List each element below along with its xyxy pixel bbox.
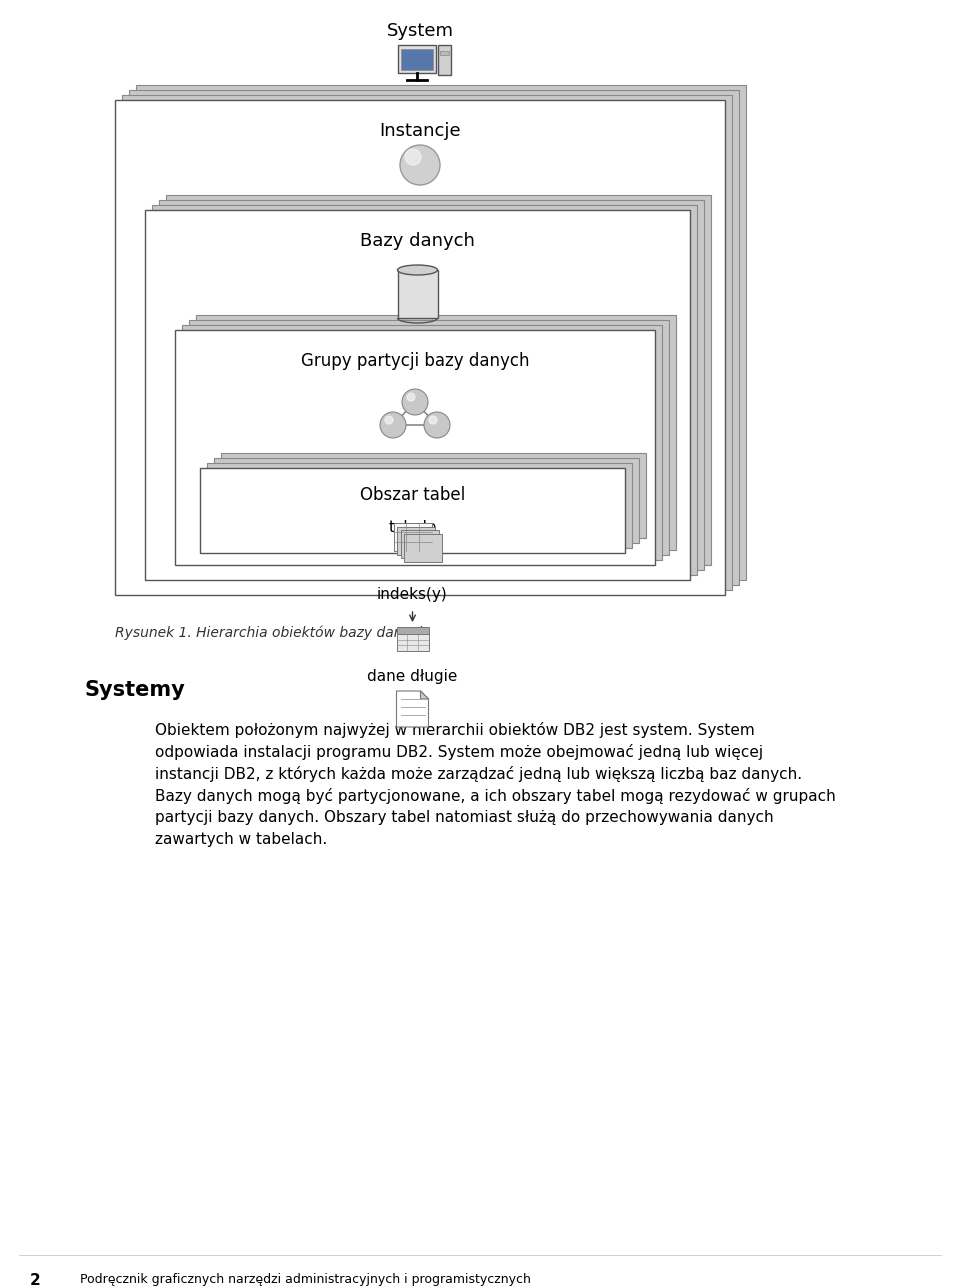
Bar [129,90,739,586]
Bar [398,45,436,73]
Circle shape [380,412,406,438]
Bar [394,523,431,551]
Bar [396,627,428,634]
Bar [136,85,746,580]
Bar [166,196,711,565]
Text: 2: 2 [30,1273,40,1287]
Text: Systemy: Systemy [85,680,185,700]
Bar [404,534,442,561]
Bar [397,526,435,555]
Bar [438,45,451,75]
Bar [401,49,433,69]
Bar [196,315,676,550]
Bar [122,95,732,589]
Bar [152,205,697,575]
Text: dane długie: dane długie [368,669,458,683]
Bar [145,210,690,580]
Bar [396,634,428,651]
Text: Rysunek 1. Hierarchia obiektów bazy danych: Rysunek 1. Hierarchia obiektów bazy dany… [115,625,427,640]
Bar [214,458,639,543]
Text: odpowiada instalacji programu DB2. System może obejmować jedną lub więcej: odpowiada instalacji programu DB2. Syste… [155,744,763,761]
Text: Podręcznik graficznych narzędzi administracyjnych i programistycznych: Podręcznik graficznych narzędzi administ… [80,1273,531,1286]
Bar [221,453,646,538]
Text: Grupy partycji bazy danych: Grupy partycji bazy danych [300,353,529,369]
Bar [159,199,704,570]
Text: indeks(y): indeks(y) [377,587,448,602]
Circle shape [407,393,415,402]
Text: tabele: tabele [388,520,437,535]
Bar [175,329,655,565]
Bar [200,468,625,553]
Text: Instancje: Instancje [379,122,461,140]
Bar [207,463,632,548]
Bar [182,326,662,560]
Circle shape [385,416,393,423]
Text: Bazy danych: Bazy danych [360,232,475,250]
Circle shape [429,416,437,423]
Bar [115,100,725,595]
Text: Bazy danych mogą być partycjonowane, a ich obszary tabel mogą rezydować w grupac: Bazy danych mogą być partycjonowane, a i… [155,788,836,804]
Circle shape [402,389,428,414]
Text: Obszar tabel: Obszar tabel [360,486,466,505]
Circle shape [400,145,440,185]
Polygon shape [420,691,428,699]
Bar [400,530,439,559]
Circle shape [424,412,450,438]
Bar [397,270,438,318]
Text: System: System [387,22,453,40]
Text: partycji bazy danych. Obszary tabel natomiast służą do przechowywania danych: partycji bazy danych. Obszary tabel nato… [155,810,774,825]
Text: zawartych w tabelach.: zawartych w tabelach. [155,831,327,847]
Circle shape [405,149,421,165]
Text: instancji DB2, z których każda może zarządzać jedną lub większą liczbą baz danyc: instancji DB2, z których każda może zarz… [155,766,803,782]
Polygon shape [396,691,428,727]
Ellipse shape [397,265,438,275]
Bar [440,51,449,55]
Text: Obiektem położonym najwyżej w hierarchii obiektów DB2 jest system. System: Obiektem położonym najwyżej w hierarchii… [155,722,755,737]
Bar [189,320,669,555]
